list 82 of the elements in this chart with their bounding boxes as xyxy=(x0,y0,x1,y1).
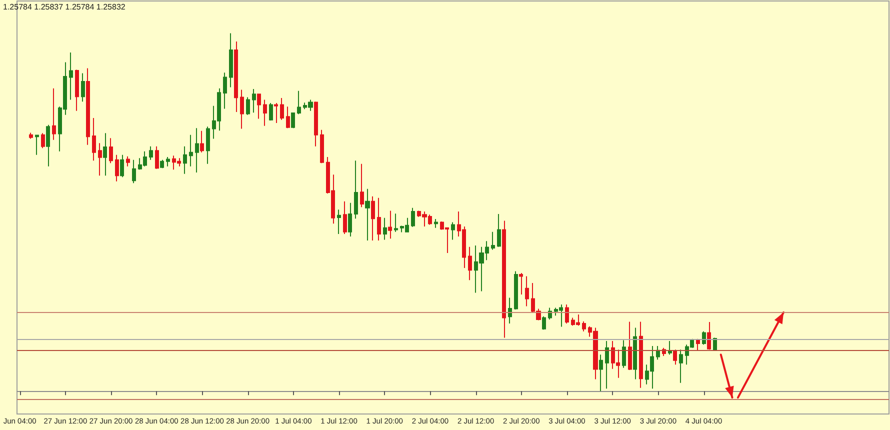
candlestick xyxy=(468,246,472,281)
candlestick xyxy=(257,93,261,120)
candlestick xyxy=(269,102,273,122)
candlestick xyxy=(696,338,700,352)
candlestick xyxy=(280,98,284,120)
candlestick xyxy=(149,146,153,160)
candlestick xyxy=(41,132,45,149)
candlestick xyxy=(240,89,244,130)
candlestick xyxy=(491,231,495,250)
candlestick xyxy=(75,69,79,112)
candlestick xyxy=(126,156,130,167)
candlestick xyxy=(582,320,586,332)
candlestick xyxy=(223,72,227,110)
candlestick xyxy=(343,200,347,235)
candlestick xyxy=(679,349,683,384)
candlestick xyxy=(525,276,529,307)
candlestick xyxy=(377,197,381,241)
candlestick xyxy=(115,154,119,182)
candlestick xyxy=(314,101,318,147)
candlestick xyxy=(371,196,375,241)
candlestick xyxy=(656,346,660,360)
candlestick xyxy=(274,102,278,124)
candlestick xyxy=(508,297,512,324)
text: 1.25784 1.25837 1.25784 1.25832 xyxy=(3,2,126,12)
candlestick xyxy=(160,159,164,169)
candlestick xyxy=(81,72,85,102)
candlestick xyxy=(542,316,546,330)
candlestick xyxy=(628,321,632,371)
candlestick xyxy=(394,213,398,232)
candlestick xyxy=(497,213,501,248)
candlestick xyxy=(702,330,706,346)
candlestick xyxy=(86,68,90,146)
candlestick xyxy=(246,96,250,116)
candlestick xyxy=(434,218,438,228)
candlestick xyxy=(109,138,113,164)
candlestick xyxy=(69,52,73,100)
candlestick xyxy=(103,132,107,176)
candlestick xyxy=(252,88,256,114)
candlestick xyxy=(668,340,672,356)
candlestick xyxy=(155,146,159,170)
candlestick xyxy=(365,188,370,241)
candlestick xyxy=(234,40,238,112)
candlestick xyxy=(622,340,626,368)
candlestick xyxy=(291,112,295,129)
candlestick xyxy=(29,132,33,140)
candlestick xyxy=(98,142,102,176)
candlestick xyxy=(502,220,506,338)
candlestick xyxy=(411,207,415,228)
candlestick xyxy=(673,349,677,366)
candlestick xyxy=(388,210,392,240)
candlestick xyxy=(639,321,643,388)
candlestick xyxy=(183,146,187,174)
candlestick xyxy=(337,209,341,235)
candlestick xyxy=(206,126,210,164)
candlestick xyxy=(605,340,609,390)
candlestick xyxy=(348,202,352,238)
candlestick xyxy=(383,217,387,240)
candlestick xyxy=(35,134,39,156)
candlestick xyxy=(707,322,711,350)
candlestick xyxy=(565,304,569,324)
candlestick xyxy=(189,134,193,167)
candlestick xyxy=(451,222,455,240)
candlestick xyxy=(354,160,358,220)
candlestick xyxy=(52,88,56,140)
candlestick xyxy=(46,124,50,167)
candlestick xyxy=(297,90,301,115)
candlestick xyxy=(229,32,233,88)
candlestick xyxy=(519,272,523,295)
candlestick xyxy=(132,159,136,184)
candlestick xyxy=(360,163,364,208)
candlestick xyxy=(92,118,96,162)
candlestick xyxy=(195,128,199,173)
candlestick xyxy=(320,129,324,164)
candlestick xyxy=(263,99,267,126)
candlestick xyxy=(713,337,717,350)
candlestick xyxy=(286,106,290,129)
candlestick xyxy=(514,270,518,310)
candlestick xyxy=(166,156,170,167)
candlestick xyxy=(200,130,204,153)
candlestick xyxy=(120,154,124,178)
candlestick xyxy=(633,327,637,380)
candlestick xyxy=(599,354,603,392)
